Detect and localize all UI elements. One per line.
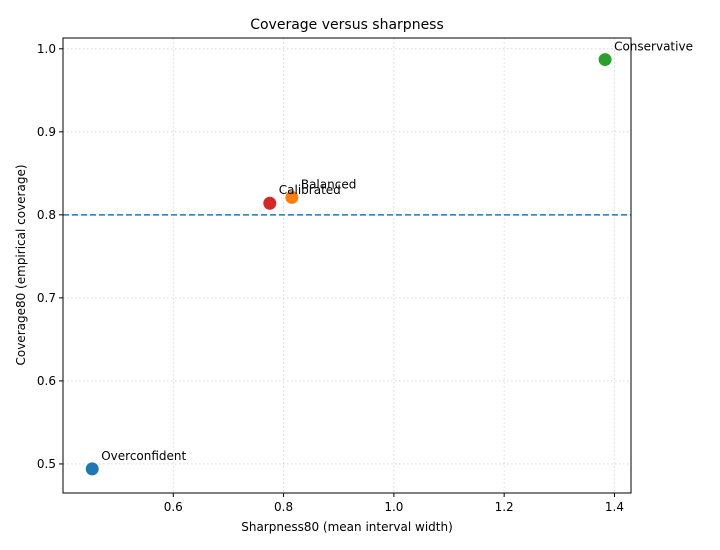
y-tick-label: 1.0 <box>37 42 56 56</box>
plot-frame <box>62 37 632 494</box>
x-axis-label: Sharpness80 (mean interval width) <box>241 520 453 534</box>
x-tick-label: 1.0 <box>384 500 403 514</box>
data-point-balanced <box>285 190 299 204</box>
y-tick-label: 0.8 <box>37 208 56 222</box>
data-point-overconfident <box>85 462 99 476</box>
y-tick-label: 0.6 <box>37 374 56 388</box>
y-tick-label: 0.5 <box>37 457 56 471</box>
x-tick-label: 0.8 <box>274 500 293 514</box>
x-axis-ticks: 0.6 0.8 1.0 1.2 1.4 <box>164 493 624 514</box>
y-tick-label: 0.9 <box>37 125 56 139</box>
y-axis-label: Coverage80 (empirical coverage) <box>14 164 28 365</box>
point-label-conservative: Conservative <box>614 40 693 54</box>
point-label-overconfident: Overconfident <box>101 449 186 463</box>
point-label-balanced: Balanced <box>301 177 356 191</box>
data-point-conservative <box>598 53 612 67</box>
x-tick-label: 1.4 <box>605 500 624 514</box>
x-tick-label: 0.6 <box>164 500 183 514</box>
y-axis-ticks: 0.5 0.6 0.7 0.8 0.9 1.0 <box>37 42 63 471</box>
x-tick-label: 1.2 <box>495 500 514 514</box>
point-label-calibrated: Calibrated <box>279 183 341 197</box>
chart-title: Coverage versus sharpness <box>250 17 444 33</box>
y-tick-label: 0.7 <box>37 291 56 305</box>
data-points: Overconfident Balanced Conservative Calibra… <box>85 40 693 476</box>
grid <box>63 38 631 493</box>
data-point-calibrated <box>263 196 277 210</box>
